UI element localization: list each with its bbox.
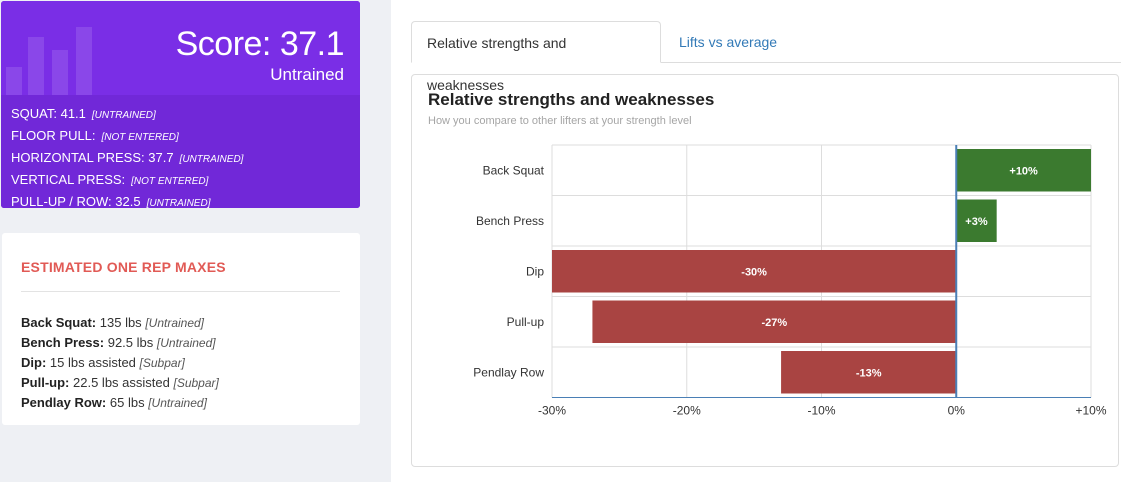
bar-chart: +10% Back Squat +3% Bench Press -30% Dip -27% P… [473,144,1107,418]
data-label: +3% [965,216,988,228]
x-tick-label: +10% [1075,404,1106,418]
data-label: -30% [741,266,767,278]
score-header: Score: 37.1 Untrained [1,1,360,95]
category-score-floor-pull: FLOOR PULL: [NOT ENTERED] [11,128,179,143]
category-label: Back Squat [483,163,545,177]
x-tick-label: -10% [807,404,835,418]
category-label: Pendlay Row [473,365,544,379]
category-score-horizontal-press: HORIZONTAL PRESS: 37.7 [UNTRAINED] [11,150,244,165]
x-tick-label: -30% [538,404,566,418]
tab-bar: Relative strengths and weaknesses Lifts … [411,21,1121,93]
one-rep-maxes-card: ESTIMATED ONE REP MAXES Back Squat: 135 … [2,233,360,425]
bar-chart-icon [1,1,360,95]
data-label: -13% [856,367,882,379]
category-score-squat: SQUAT: 41.1 [UNTRAINED] [11,106,156,121]
bar-pendlay-row [781,351,957,394]
divider [21,291,340,292]
tab-lifts-vs-average[interactable]: Lifts vs average [679,34,778,50]
score-level: Untrained [270,65,344,84]
bar-bench-press [956,199,997,242]
category-label: Bench Press [476,214,544,228]
data-label: -27% [761,317,787,329]
list-item: Pendlay Row: 65 lbs [Untrained] [21,395,207,410]
one-rep-maxes-title: ESTIMATED ONE REP MAXES [21,259,226,275]
score-card: Score: 37.1 Untrained SQUAT: 41.1 [UNTRAI… [1,1,360,208]
list-item: Pull-up: 22.5 lbs assisted [Subpar] [21,375,219,390]
bar-pull-up [592,300,957,343]
x-tick-label: 0% [948,404,966,418]
tab-relative-strengths[interactable]: Relative strengths and weaknesses [411,21,661,93]
one-rep-maxes-list: Back Squat: 135 lbs [Untrained] Bench Pr… [21,313,219,413]
category-label: Pull-up [507,315,545,329]
list-item: Back Squat: 135 lbs [Untrained] [21,315,205,330]
score-value: Score: 37.1 [175,25,345,63]
data-label: +10% [1009,165,1038,177]
list-item: Bench Press: 92.5 lbs [Untrained] [21,335,216,350]
x-tick-label: -20% [673,404,701,418]
chart-title: Relative strengths and weaknesses [428,90,715,109]
chart-subtitle: How you compare to other lifters at your… [428,115,692,127]
category-score-pull-row: PULL-UP / ROW: 32.5 [UNTRAINED] [11,194,211,208]
category-scores: SQUAT: 41.1 [UNTRAINED] FLOOR PULL: [NOT E… [1,95,360,208]
list-item: Dip: 15 lbs assisted [Subpar] [21,355,185,370]
chart-container: Relative strengths and weaknesses How yo… [411,74,1119,467]
category-score-vertical-press: VERTICAL PRESS: [NOT ENTERED] [11,172,209,187]
analysis-panel: Relative strengths and weaknesses Lifts … [391,0,1139,482]
category-label: Dip [526,264,544,278]
bar-dip [552,250,957,293]
bar-back-squat [956,149,1091,192]
